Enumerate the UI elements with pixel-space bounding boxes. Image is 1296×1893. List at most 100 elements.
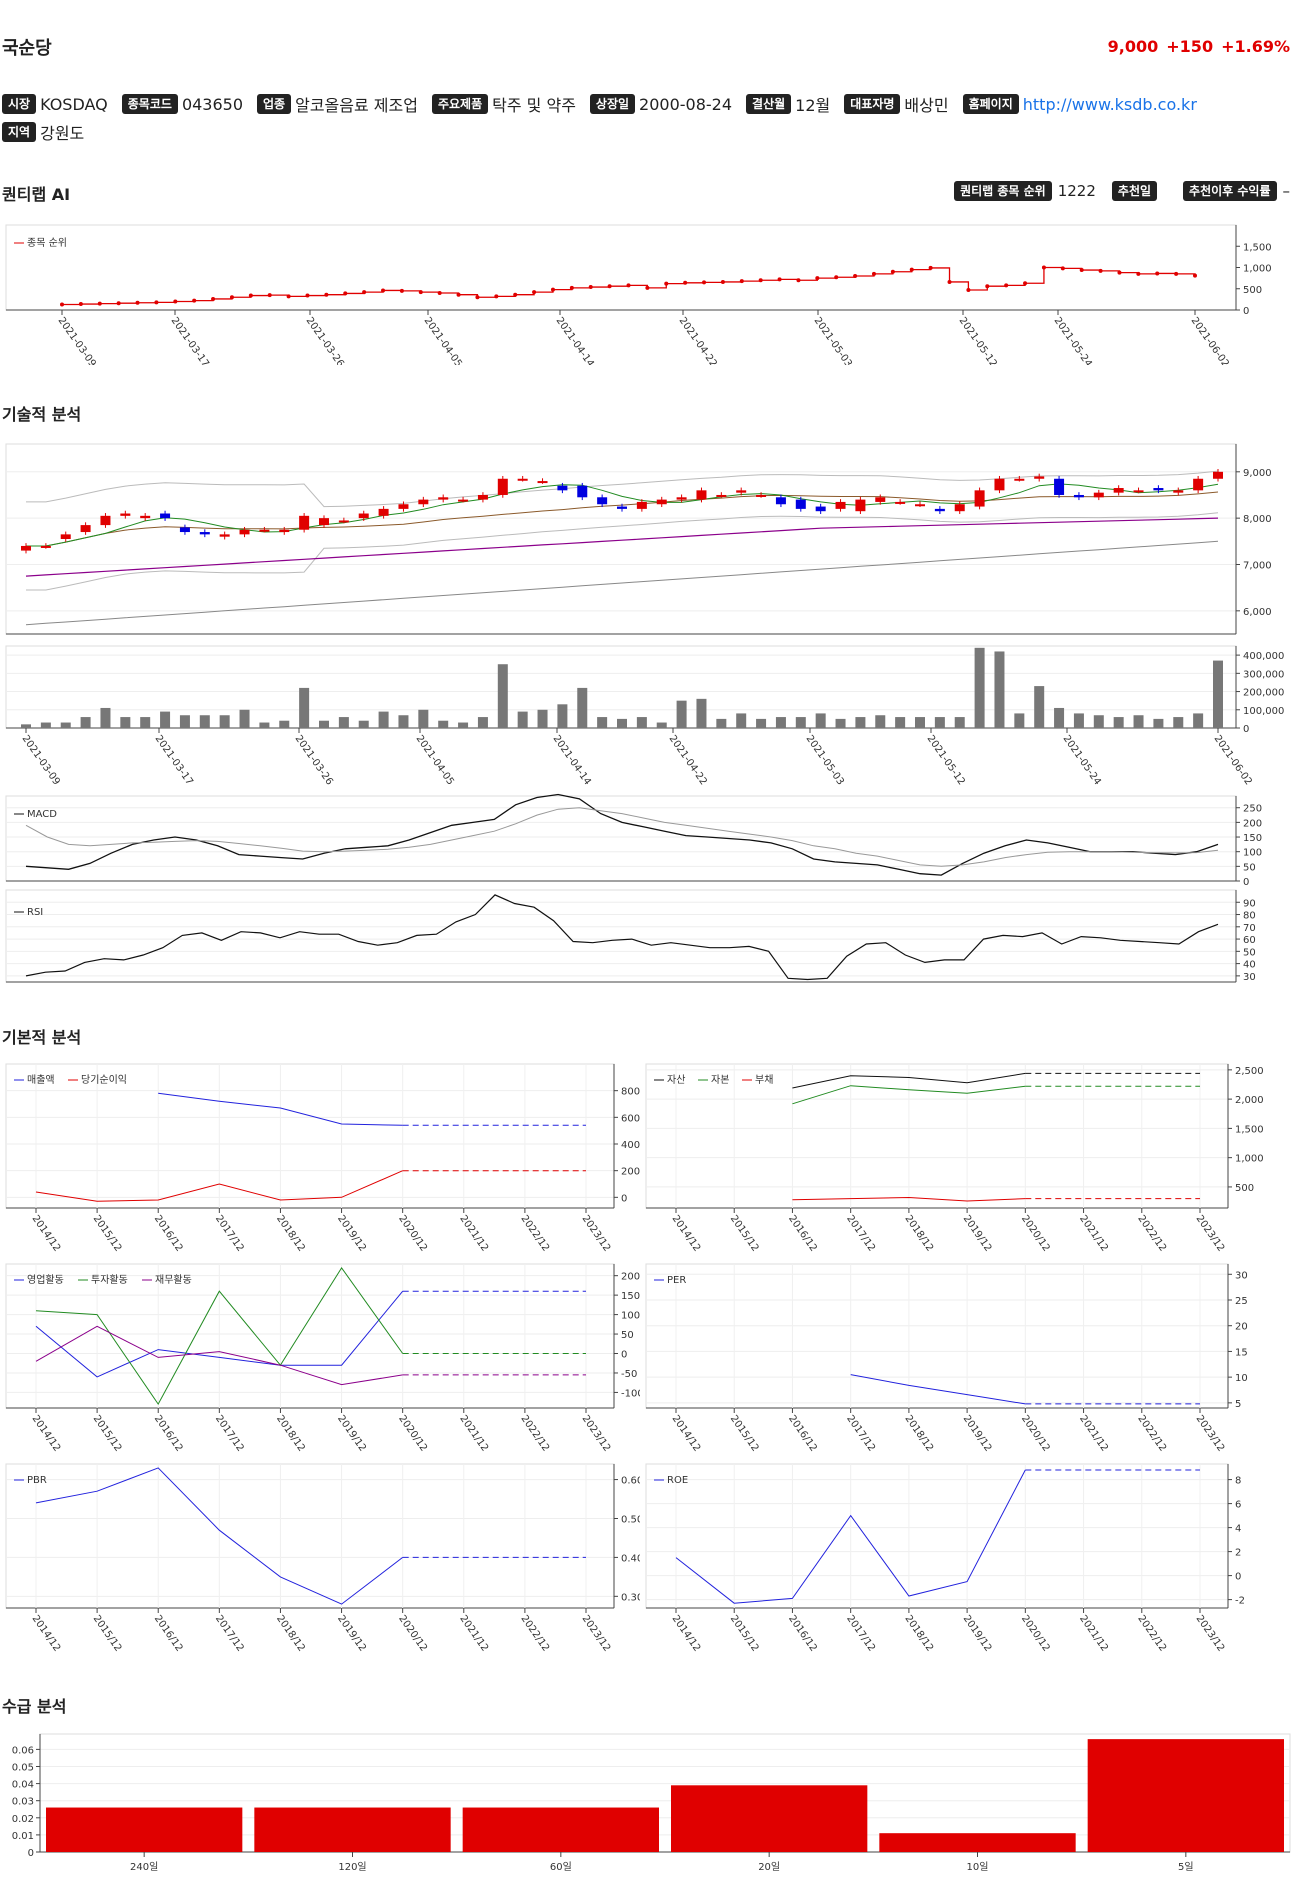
rank-point bbox=[418, 290, 423, 295]
y-tick-label: 300,000 bbox=[1243, 669, 1284, 680]
x-tick-label: 2022/12 bbox=[1135, 1213, 1168, 1253]
volume-bar bbox=[279, 720, 290, 728]
x-tick-label: 2023/12 bbox=[580, 1613, 613, 1653]
homepage-link[interactable]: http://www.ksdb.co.kr bbox=[1022, 94, 1197, 114]
volume-bar bbox=[1034, 686, 1045, 728]
candle-body bbox=[140, 515, 151, 519]
volume-bar bbox=[418, 709, 429, 728]
y-tick-label: 5 bbox=[1235, 1399, 1241, 1410]
rank-point bbox=[796, 278, 801, 283]
rank-point bbox=[928, 265, 933, 270]
candle-body bbox=[1193, 478, 1204, 491]
volume-bar bbox=[1054, 707, 1065, 728]
volume-bar bbox=[994, 651, 1005, 728]
candle-body bbox=[934, 508, 945, 512]
rank-point bbox=[1098, 268, 1103, 273]
x-tick-label: 2017/12 bbox=[844, 1613, 877, 1653]
rank-point bbox=[343, 291, 348, 296]
x-tick-label: 2021-04-22 bbox=[667, 733, 709, 787]
info-market: 시장 KOSDAQ bbox=[2, 94, 108, 114]
candle-body bbox=[617, 506, 627, 509]
rank-point bbox=[248, 293, 253, 298]
y-tick-label: 0.60 bbox=[621, 1476, 640, 1487]
candle-body bbox=[577, 485, 588, 498]
rank-point bbox=[475, 295, 480, 300]
legend-label: 투자활동 bbox=[91, 1273, 128, 1286]
volume-bar bbox=[835, 718, 846, 728]
ma-60-line bbox=[25, 517, 1219, 577]
legend-label: RSI bbox=[27, 907, 43, 918]
signal-line bbox=[25, 807, 1219, 867]
rank-point bbox=[324, 292, 329, 297]
x-tick-label: 2020/12 bbox=[396, 1613, 429, 1653]
volume-bar bbox=[855, 717, 866, 728]
rank-point bbox=[494, 294, 499, 299]
plot-area bbox=[5, 224, 1237, 311]
volume-bar bbox=[140, 717, 151, 728]
rank-point bbox=[890, 269, 895, 274]
y-tick-label: 6,000 bbox=[1243, 607, 1272, 618]
x-tick-label: 2017/12 bbox=[844, 1413, 877, 1453]
candle-body bbox=[477, 494, 488, 500]
x-tick-label: 2022/12 bbox=[1135, 1613, 1168, 1653]
rank-point bbox=[1193, 273, 1197, 278]
y-tick-label: 150 bbox=[1243, 833, 1262, 844]
y-tick-label: 50 bbox=[1243, 947, 1256, 958]
y-tick-label: 80 bbox=[1243, 911, 1256, 922]
y-tick-label: 2,000 bbox=[1235, 1095, 1264, 1106]
rank-point bbox=[777, 277, 782, 282]
candle-body bbox=[795, 499, 806, 509]
legend-label: 영업활동 bbox=[27, 1273, 64, 1286]
y-tick-label: 50 bbox=[621, 1330, 634, 1341]
volume-bar bbox=[1133, 715, 1144, 728]
volume-bar bbox=[338, 717, 349, 728]
rank-point bbox=[1004, 283, 1009, 288]
current-price: 9,000 bbox=[1107, 37, 1159, 56]
candle-body bbox=[994, 478, 1005, 491]
x-tick-label: 2019/12 bbox=[961, 1413, 994, 1453]
volume-bar bbox=[895, 717, 906, 728]
legend-label: 자본 bbox=[711, 1074, 729, 1086]
series-line bbox=[35, 1290, 404, 1378]
volume-bar bbox=[775, 717, 786, 728]
y-tick-label: 90 bbox=[1243, 898, 1256, 909]
x-tick-label: 2018/12 bbox=[274, 1613, 307, 1653]
macd-line bbox=[25, 793, 1219, 876]
x-tick-label: 2018/12 bbox=[902, 1613, 935, 1653]
x-tick-label: 2014/12 bbox=[30, 1213, 63, 1253]
rank-point bbox=[834, 275, 839, 280]
candle-body bbox=[895, 501, 906, 504]
x-tick-label: 2023/12 bbox=[580, 1213, 613, 1253]
candle-body bbox=[299, 515, 310, 530]
x-tick-label: 2021-05-12 bbox=[957, 315, 999, 365]
series-line bbox=[850, 1374, 1026, 1405]
x-tick-label: 10일 bbox=[967, 1861, 989, 1873]
info-fiscal-month: 결산월 12월 bbox=[746, 92, 830, 116]
legend-label: PBR bbox=[27, 1475, 47, 1486]
x-tick-label: 2018/12 bbox=[902, 1213, 935, 1253]
volume-bar bbox=[815, 713, 826, 728]
candle-body bbox=[875, 497, 886, 502]
x-tick-label: 2021-05-03 bbox=[812, 315, 854, 365]
x-tick-label: 2021-03-26 bbox=[293, 733, 335, 787]
volume-bar bbox=[577, 687, 588, 728]
legend-label: 부채 bbox=[755, 1074, 773, 1086]
y-tick-label: 8 bbox=[1235, 1476, 1241, 1487]
legend-label: 매출액 bbox=[27, 1074, 55, 1086]
balance-chart: 2,500 2,000 1,500 1,000 500 자산 자본 부채 2014/12 2015… bbox=[645, 1063, 1264, 1254]
section-title-quant: 퀀티랩 AI bbox=[2, 185, 71, 204]
y-tick-label: 0.02 bbox=[12, 1814, 34, 1825]
volume-bar bbox=[438, 720, 449, 728]
volume-bar bbox=[1153, 718, 1164, 728]
y-tick-label: 500 bbox=[1243, 285, 1262, 296]
legend-label: 자산 bbox=[667, 1074, 685, 1086]
x-tick-label: 2014/12 bbox=[670, 1213, 703, 1253]
x-tick-label: 2022/12 bbox=[1135, 1413, 1168, 1453]
section-title-tech: 기술적 분석 bbox=[2, 405, 82, 424]
volume-bar bbox=[736, 713, 747, 728]
x-tick-label: 2015/12 bbox=[728, 1613, 761, 1653]
candle-body bbox=[835, 501, 846, 509]
volume-bar bbox=[21, 724, 31, 728]
x-tick-label: 20일 bbox=[758, 1861, 780, 1873]
